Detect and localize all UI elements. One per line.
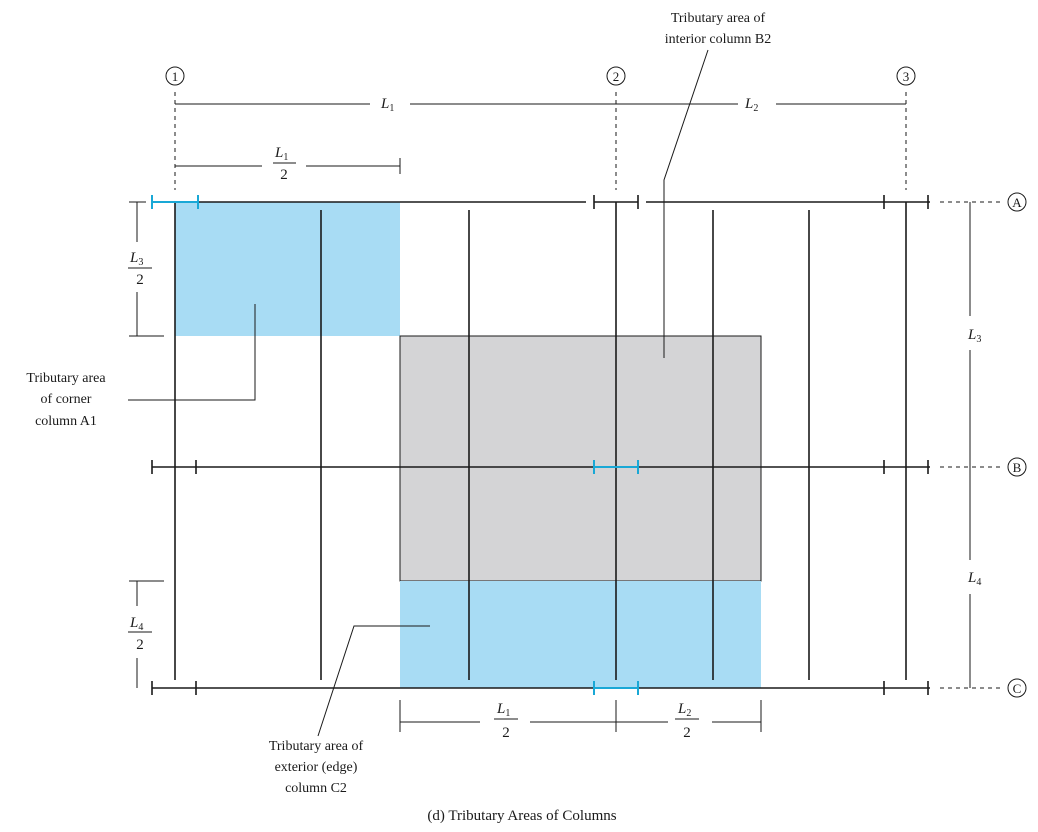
- svg-text:L4: L4: [967, 570, 981, 588]
- dimension-half-l1-bottom: L1 2: [399, 700, 617, 741]
- callout-edge-c2: Tributary area of exterior (edge) column…: [269, 625, 430, 796]
- svg-text:A: A: [1012, 195, 1022, 210]
- figure-caption: (d) Tributary Areas of Columns: [427, 808, 616, 824]
- svg-text:interior column B2: interior column B2: [665, 32, 772, 47]
- svg-text:2: 2: [613, 69, 620, 84]
- joists: [320, 210, 810, 680]
- column-bubble-1: 1: [165, 66, 185, 86]
- svg-text:Tributary area of: Tributary area of: [671, 11, 766, 26]
- svg-text:L3: L3: [129, 250, 143, 268]
- svg-text:L2: L2: [744, 96, 758, 114]
- tributary-area-interior-b2: [399, 335, 762, 582]
- svg-text:L1: L1: [380, 96, 394, 114]
- svg-text:2: 2: [280, 167, 288, 183]
- dimension-half-l1-top: L1 2: [175, 145, 401, 183]
- svg-text:L1: L1: [274, 145, 288, 163]
- svg-text:3: 3: [903, 69, 910, 84]
- callout-interior-b2: Tributary area of interior column B2: [663, 11, 772, 358]
- column-bubble-3: 3: [896, 66, 916, 86]
- column-bubble-2: 2: [606, 66, 626, 86]
- svg-text:of corner: of corner: [41, 392, 92, 407]
- tributary-area-corner-a1: [175, 202, 400, 336]
- svg-text:L3: L3: [967, 327, 981, 345]
- svg-text:B: B: [1013, 460, 1022, 475]
- svg-text:L4: L4: [129, 615, 143, 633]
- row-bubble-b: B: [1007, 457, 1027, 477]
- svg-text:Tributary area: Tributary area: [26, 371, 106, 386]
- column-gridlines: [174, 92, 907, 680]
- dimension-l4-right: L4: [967, 467, 981, 688]
- column-markers: [151, 195, 929, 695]
- svg-text:2: 2: [136, 272, 144, 288]
- svg-text:2: 2: [136, 637, 144, 653]
- svg-text:column A1: column A1: [35, 414, 97, 429]
- svg-text:column C2: column C2: [285, 781, 347, 796]
- dimension-l1: L1: [175, 96, 616, 114]
- dimension-half-l2-bottom: L2 2: [616, 700, 762, 741]
- dimension-l3-right: L3: [967, 202, 981, 467]
- svg-text:L2: L2: [677, 701, 691, 719]
- row-bubble-c: C: [1007, 678, 1027, 698]
- dimension-half-l4-left: L4 2: [128, 580, 164, 688]
- svg-text:Tributary area of: Tributary area of: [269, 739, 364, 754]
- svg-text:exterior (edge): exterior (edge): [275, 760, 358, 775]
- dimension-l2: L2: [616, 96, 906, 114]
- callout-corner-a1: Tributary area of corner column A1: [26, 304, 256, 429]
- girders: [152, 201, 1004, 689]
- tributary-area-edge-c2: [400, 581, 761, 688]
- dimension-half-l3-left: L3 2: [128, 201, 164, 337]
- svg-text:C: C: [1013, 681, 1022, 696]
- svg-text:1: 1: [172, 69, 179, 84]
- svg-text:L1: L1: [496, 701, 510, 719]
- svg-text:2: 2: [502, 725, 510, 741]
- svg-text:2: 2: [683, 725, 691, 741]
- row-bubble-a: A: [1007, 192, 1027, 212]
